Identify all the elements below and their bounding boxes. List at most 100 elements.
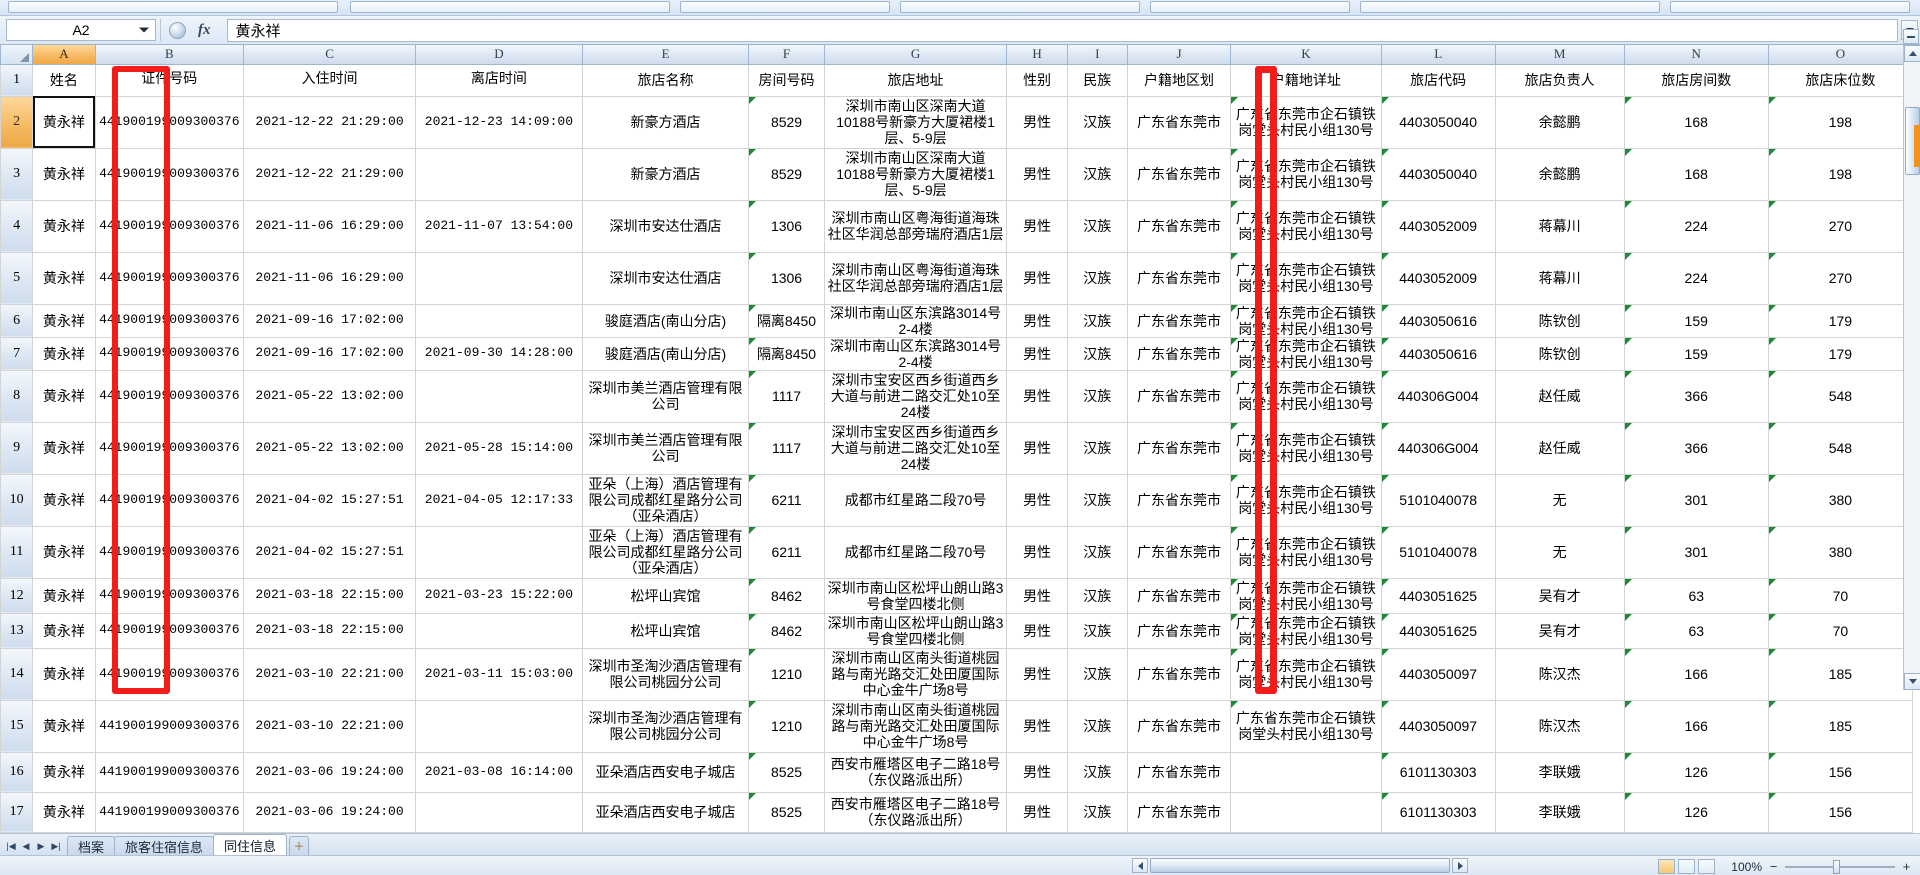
cell-N5[interactable]: 224 <box>1623 251 1769 305</box>
cell-J5[interactable]: 广东省东莞市 <box>1126 251 1232 305</box>
cell-N3[interactable]: 168 <box>1623 147 1769 201</box>
cell-O1[interactable]: 旅店床位数 <box>1767 63 1914 97</box>
cell-J6[interactable]: 广东省东莞市 <box>1126 303 1232 338</box>
cell-G10[interactable]: 成都市红星路二段70号 <box>823 473 1008 527</box>
cell-I8[interactable]: 汉族 <box>1066 369 1128 423</box>
cell-I9[interactable]: 汉族 <box>1066 421 1128 475</box>
row-header-12[interactable]: 12 <box>0 577 34 614</box>
cell-H7[interactable]: 男性 <box>1006 336 1068 371</box>
cell-N4[interactable]: 224 <box>1623 199 1769 253</box>
fx-icon[interactable]: fx <box>198 21 211 38</box>
cell-K12[interactable]: 广东省东莞市企石镇铁岗堂头村民小组130号 <box>1230 577 1382 614</box>
cell-A2[interactable]: 黄永祥 <box>32 95 96 149</box>
cell-L12[interactable]: 4403051625 <box>1380 577 1496 614</box>
cell-A12[interactable]: 黄永祥 <box>32 577 96 614</box>
cell-H10[interactable]: 男性 <box>1006 473 1068 527</box>
cell-M3[interactable]: 余懿鹏 <box>1494 147 1625 201</box>
row-header-4[interactable]: 4 <box>0 199 34 253</box>
cell-H15[interactable]: 男性 <box>1006 699 1068 753</box>
row-header-8[interactable]: 8 <box>0 369 34 423</box>
cell-B4[interactable]: 441900199009300376 <box>94 199 245 253</box>
cell-N14[interactable]: 166 <box>1623 647 1769 701</box>
cell-J13[interactable]: 广东省东莞市 <box>1126 612 1232 649</box>
cell-C6[interactable]: 2021-09-16 17:02:00 <box>242 303 417 338</box>
row-header-6[interactable]: 6 <box>0 303 34 338</box>
cell-H14[interactable]: 男性 <box>1006 647 1068 701</box>
cell-K13[interactable]: 广东省东莞市企石镇铁岗堂头村民小组130号 <box>1230 612 1382 649</box>
cell-J17[interactable]: 广东省东莞市 <box>1126 791 1232 833</box>
cell-F15[interactable]: 1210 <box>748 699 825 753</box>
cell-G3[interactable]: 深圳市南山区深南大道10188号新豪方大厦裙楼1层、5-9层 <box>823 147 1008 201</box>
cell-A11[interactable]: 黄永祥 <box>32 525 96 579</box>
column-header-l[interactable]: L <box>1380 45 1496 65</box>
row-header-7[interactable]: 7 <box>0 336 34 371</box>
cell-N12[interactable]: 63 <box>1623 577 1769 614</box>
cell-C16[interactable]: 2021-03-06 19:24:00 <box>242 751 417 793</box>
cell-L2[interactable]: 4403050040 <box>1380 95 1496 149</box>
column-header-b[interactable]: B <box>94 45 245 65</box>
cell-G14[interactable]: 深圳市南山区南头街道桃园路与南光路交汇处田厦国际中心金牛广场8号 <box>823 647 1008 701</box>
cell-I10[interactable]: 汉族 <box>1066 473 1128 527</box>
scroll-down-button[interactable] <box>1904 673 1920 690</box>
scroll-right-button[interactable] <box>1452 858 1468 873</box>
cell-I6[interactable]: 汉族 <box>1066 303 1128 338</box>
cell-O14[interactable]: 185 <box>1767 647 1914 701</box>
cell-G5[interactable]: 深圳市南山区粤海街道海珠社区华润总部旁瑞府酒店1层 <box>823 251 1008 305</box>
cell-G17[interactable]: 西安市雁塔区电子二路18号（东仪路派出所） <box>823 791 1008 833</box>
cell-D1[interactable]: 离店时间 <box>415 63 583 97</box>
cell-L6[interactable]: 4403050616 <box>1380 303 1496 338</box>
cell-A8[interactable]: 黄永祥 <box>32 369 96 423</box>
cell-B12[interactable]: 441900199009300376 <box>94 577 245 614</box>
cell-D17[interactable] <box>415 791 583 833</box>
cell-I1[interactable]: 民族 <box>1066 63 1128 97</box>
cell-E12[interactable]: 松坪山宾馆 <box>581 577 750 614</box>
cell-F12[interactable]: 8462 <box>748 577 825 614</box>
cell-C13[interactable]: 2021-03-18 22:15:00 <box>242 612 417 649</box>
cell-F10[interactable]: 6211 <box>748 473 825 527</box>
cell-F16[interactable]: 8525 <box>748 751 825 793</box>
cell-N8[interactable]: 366 <box>1623 369 1769 423</box>
column-header-a[interactable]: A <box>32 45 96 65</box>
cell-E11[interactable]: 亚朵（上海）酒店管理有限公司成都红星路分公司（亚朵酒店） <box>581 525 750 579</box>
cell-D14[interactable]: 2021-03-11 15:03:00 <box>415 647 583 701</box>
cell-O7[interactable]: 179 <box>1767 336 1914 371</box>
cell-I11[interactable]: 汉族 <box>1066 525 1128 579</box>
cell-D6[interactable] <box>415 303 583 338</box>
row-header-10[interactable]: 10 <box>0 473 34 527</box>
cell-F7[interactable]: 隔离8450 <box>748 336 825 371</box>
cell-O12[interactable]: 70 <box>1767 577 1914 614</box>
column-header-o[interactable]: O <box>1767 45 1914 65</box>
cell-A17[interactable]: 黄永祥 <box>32 791 96 833</box>
cell-O8[interactable]: 548 <box>1767 369 1914 423</box>
cell-C1[interactable]: 入住时间 <box>242 63 417 97</box>
cell-E3[interactable]: 新豪方酒店 <box>581 147 750 201</box>
cell-M16[interactable]: 李联娥 <box>1494 751 1625 793</box>
cell-H13[interactable]: 男性 <box>1006 612 1068 649</box>
row-header-14[interactable]: 14 <box>0 647 34 701</box>
cell-H8[interactable]: 男性 <box>1006 369 1068 423</box>
page-break-view-button[interactable] <box>1698 859 1716 874</box>
cell-C10[interactable]: 2021-04-02 15:27:51 <box>242 473 417 527</box>
cell-C14[interactable]: 2021-03-10 22:21:00 <box>242 647 417 701</box>
cell-K3[interactable]: 广东省东莞市企石镇铁岗堂头村民小组130号 <box>1230 147 1382 201</box>
cell-B5[interactable]: 441900199009300376 <box>94 251 245 305</box>
cell-B8[interactable]: 441900199009300376 <box>94 369 245 423</box>
cell-C15[interactable]: 2021-03-10 22:21:00 <box>242 699 417 753</box>
cell-K1[interactable]: 户籍地详址 <box>1230 63 1382 97</box>
cell-E17[interactable]: 亚朵酒店西安电子城店 <box>581 791 750 833</box>
cell-C2[interactable]: 2021-12-22 21:29:00 <box>242 95 417 149</box>
column-header-j[interactable]: J <box>1126 45 1232 65</box>
cell-E2[interactable]: 新豪方酒店 <box>581 95 750 149</box>
cell-D9[interactable]: 2021-05-28 15:14:00 <box>415 421 583 475</box>
cell-B7[interactable]: 441900199009300376 <box>94 336 245 371</box>
zoom-out-button[interactable]: − <box>1769 859 1778 874</box>
scroll-left-button[interactable] <box>1132 858 1148 873</box>
cell-O13[interactable]: 70 <box>1767 612 1914 649</box>
cell-A16[interactable]: 黄永祥 <box>32 751 96 793</box>
cell-N17[interactable]: 126 <box>1623 791 1769 833</box>
cell-H5[interactable]: 男性 <box>1006 251 1068 305</box>
cell-E16[interactable]: 亚朵酒店西安电子城店 <box>581 751 750 793</box>
cell-J8[interactable]: 广东省东莞市 <box>1126 369 1232 423</box>
formula-input[interactable]: 黄永祥 <box>226 18 1898 42</box>
cell-O4[interactable]: 270 <box>1767 199 1914 253</box>
